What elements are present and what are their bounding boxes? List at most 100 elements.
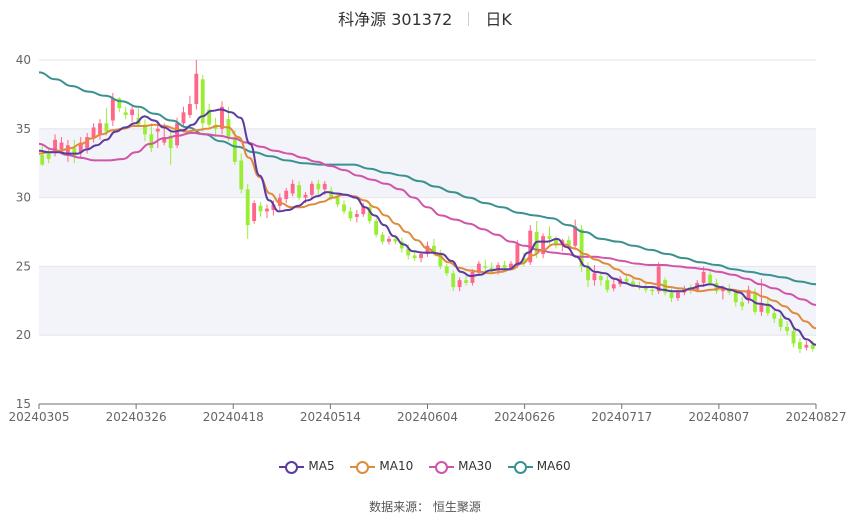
candle	[104, 108, 109, 136]
candle-body	[740, 302, 745, 307]
candle	[785, 321, 790, 336]
y-tick-label: 35	[16, 122, 31, 136]
candle-body	[676, 292, 680, 299]
candle-body	[59, 142, 64, 150]
candle	[457, 277, 462, 292]
candle-body	[110, 98, 115, 121]
candle	[399, 237, 404, 253]
candle	[611, 278, 616, 292]
candle-body	[798, 342, 802, 349]
candle	[72, 139, 77, 164]
candle	[464, 276, 468, 286]
grid-bands	[39, 59, 816, 336]
candle-body	[791, 331, 796, 344]
candle	[181, 106, 186, 128]
candle-body	[669, 292, 674, 299]
legend-item-ma10[interactable]: MA10	[350, 459, 413, 474]
candle	[541, 233, 546, 259]
candle-body	[444, 266, 449, 274]
legend-label-ma60: MA60	[536, 459, 571, 473]
candle-body	[451, 273, 456, 288]
candle-body	[220, 106, 224, 129]
candle-body	[181, 112, 186, 124]
candle-body	[46, 153, 51, 160]
moving-averages	[38, 71, 817, 346]
candle	[149, 123, 154, 153]
legend-dot-ma30	[435, 460, 449, 474]
legend-dot-ma60	[513, 460, 527, 474]
candle-body	[361, 205, 366, 215]
candle	[476, 260, 481, 277]
candle	[791, 326, 796, 348]
candle-body	[631, 281, 635, 286]
candle	[290, 179, 295, 197]
candle	[483, 259, 488, 272]
candle-body	[162, 137, 167, 143]
x-tick-label: 20240827	[785, 410, 846, 424]
candle	[374, 218, 379, 238]
candle-body	[708, 274, 712, 283]
legend-swatch-ma5	[279, 460, 305, 474]
y-tick-label: 30	[16, 191, 31, 205]
candle-body	[624, 278, 629, 282]
candle-body	[393, 238, 398, 242]
legend-label-ma10: MA10	[379, 459, 414, 473]
candle-body	[406, 248, 411, 256]
x-tick-label: 20240305	[8, 410, 69, 424]
candle-body	[438, 252, 443, 267]
y-tick-label: 25	[16, 259, 31, 273]
candle-body	[78, 142, 83, 153]
candle-body	[457, 280, 462, 288]
candle	[284, 187, 289, 204]
candle-body	[329, 190, 334, 198]
candle	[708, 270, 712, 286]
candle-body	[175, 123, 179, 146]
candle	[342, 200, 346, 215]
candle-body	[187, 104, 192, 116]
candle-body	[374, 220, 379, 235]
candle	[316, 179, 321, 195]
candle-body	[547, 236, 552, 239]
candle-body	[785, 326, 790, 332]
candle-body	[733, 292, 738, 303]
candle-body	[579, 229, 584, 267]
candle-body	[290, 183, 295, 194]
candle	[130, 106, 135, 122]
candle-body	[509, 263, 513, 268]
y-tick-label: 40	[16, 53, 31, 67]
legend-item-ma30[interactable]: MA30	[429, 459, 492, 474]
candle-body	[149, 134, 154, 149]
legend-label-ma30: MA30	[458, 459, 492, 473]
candle-body	[168, 135, 173, 149]
candle-body	[592, 273, 597, 281]
candle	[265, 204, 269, 219]
candle	[573, 219, 578, 250]
ma30-line	[38, 131, 817, 306]
candle	[136, 108, 141, 128]
candle	[354, 209, 359, 223]
y-tick-label: 20	[16, 328, 31, 342]
candle-body	[194, 73, 199, 105]
candle-body	[200, 79, 205, 124]
x-tick-label: 20240418	[203, 410, 264, 424]
candle-body	[143, 124, 147, 135]
candle	[778, 314, 783, 332]
candle-body	[284, 190, 289, 199]
candle-body	[117, 98, 122, 109]
candle-body	[521, 258, 526, 263]
title-divider	[468, 12, 470, 26]
candle-body	[85, 137, 90, 149]
legend-dot-ma5	[285, 460, 299, 474]
legend-item-ma5[interactable]: MA5	[279, 459, 335, 474]
candle-body	[335, 197, 340, 205]
candle	[348, 207, 353, 221]
candle-body	[772, 313, 777, 319]
x-tick-label: 20240604	[397, 410, 458, 424]
candle	[258, 201, 263, 217]
candle	[187, 95, 192, 118]
candle-body	[566, 240, 571, 246]
candle-body	[425, 245, 430, 255]
legend-item-ma60[interactable]: MA60	[507, 459, 571, 474]
candle	[40, 145, 45, 166]
x-axis: 20240305 20240326 20240418 20240514 20240604…	[8, 403, 847, 424]
